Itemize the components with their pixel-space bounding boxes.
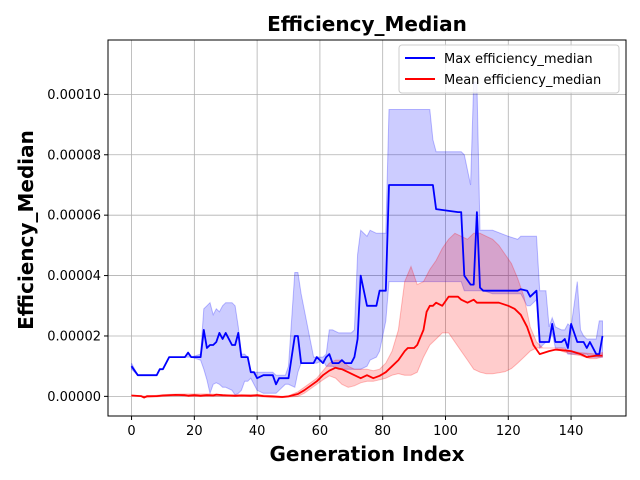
x-tick-label: 20 [186, 424, 203, 439]
x-tick-label: 120 [496, 424, 521, 439]
y-tick-label: 0.00010 [47, 88, 101, 103]
y-tick-label: 0.00008 [47, 148, 101, 163]
x-tick-label: 140 [559, 424, 584, 439]
y-axis-ticks: 0.00000 0.00002 0.00004 0.00006 0.00008 0.000… [47, 88, 108, 405]
x-axis-ticks: 0 20 40 60 80 100 120 140 [127, 416, 583, 439]
mean-efficiency-line [131, 295, 603, 399]
y-tick-label: 0.00000 [47, 390, 101, 405]
x-tick-label: 60 [312, 424, 329, 439]
x-axis-label: Generation Index [270, 442, 465, 466]
y-tick-label: 0.00002 [47, 329, 101, 344]
series-lines [130, 184, 604, 399]
y-tick-label: 0.00004 [47, 269, 101, 284]
grid [108, 40, 626, 416]
legend-label-mean: Mean efficiency_median [444, 73, 601, 88]
x-tick-label: 100 [433, 424, 458, 439]
x-tick-label: 0 [127, 424, 135, 439]
plot-frame [107, 39, 627, 417]
legend-box [398, 44, 620, 94]
y-tick-label: 0.00006 [47, 209, 101, 224]
legend-label-max: Max efficiency_median [444, 52, 593, 67]
chart-title: Efficiency_Median [267, 12, 467, 36]
x-tick-label: 80 [374, 424, 391, 439]
y-axis-label: Efficiency_Median [14, 130, 38, 330]
x-tick-label: 40 [249, 424, 266, 439]
max-efficiency-line [130, 184, 604, 386]
max-efficiency-band [131, 81, 603, 396]
legend: Max efficiency_median Mean efficiency_me… [398, 44, 620, 94]
